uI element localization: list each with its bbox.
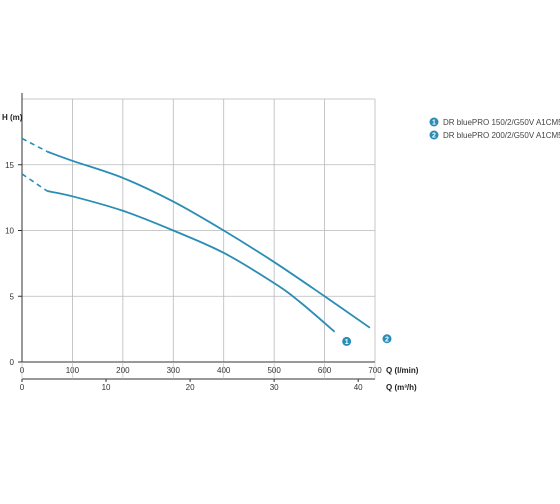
x2-tick-label: 20 (186, 383, 195, 392)
legend-entry-2: DR bluePRO 200/2/G50V A1CM5 (443, 131, 560, 140)
legend: 1 DR bluePRO 150/2/G50V A1CM5 2 DR bluePRO … (429, 117, 560, 140)
legend-marker-label: 1 (432, 120, 436, 127)
series-1-marker-label: 1 (345, 339, 349, 346)
series-2-end-marker (382, 334, 392, 344)
x-axis-label: Q (l/min) (386, 366, 419, 375)
series-2-line (46, 150, 371, 329)
y-tick-label: 15 (5, 161, 14, 170)
series-1-line (47, 190, 336, 333)
grid (21, 98, 376, 363)
x2-tick-label: 40 (354, 383, 363, 392)
y-tick-label: 10 (5, 227, 14, 236)
legend-marker-2 (429, 130, 439, 140)
series-2-marker-label: 2 (385, 336, 389, 343)
series-1-dashed (21, 173, 48, 192)
y-tick-label: 5 (10, 292, 15, 301)
x2-tick-label: 30 (270, 383, 279, 392)
x2-tick-label: 0 (20, 383, 25, 392)
legend-marker-1 (429, 117, 439, 127)
legend-marker-label: 2 (432, 133, 436, 140)
x2-tick-label: 10 (102, 383, 111, 392)
x2-axis-label: Q (m³/h) (386, 383, 417, 392)
legend-entry-1: DR bluePRO 150/2/G50V A1CM5 (443, 118, 560, 127)
y-axis-label: H (m) (2, 113, 23, 122)
series-1-end-marker (342, 336, 352, 346)
y-tick-label: 0 (10, 358, 15, 367)
series-2-dashed (21, 137, 48, 153)
